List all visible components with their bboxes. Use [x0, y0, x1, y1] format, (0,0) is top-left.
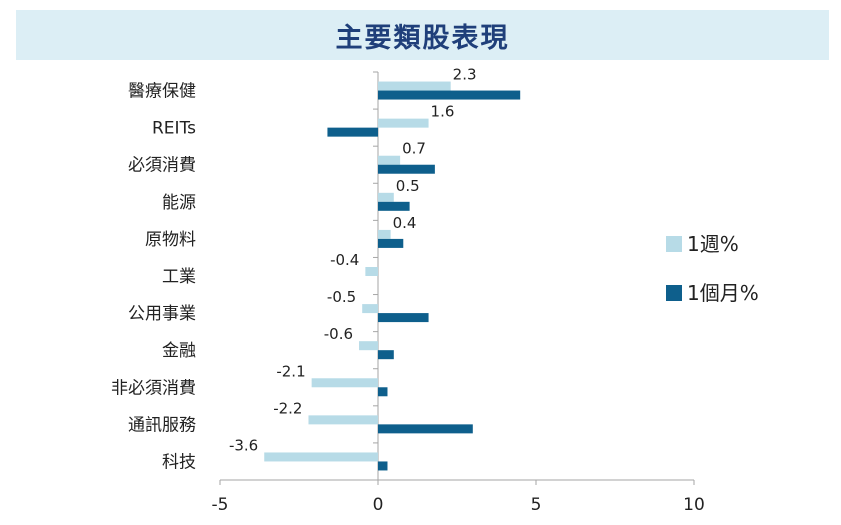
category-label: 必須消費 — [128, 156, 196, 176]
legend-swatch — [666, 236, 682, 252]
bar-1w — [378, 155, 401, 165]
x-tick-label: 0 — [373, 495, 384, 515]
bar-1w — [359, 341, 378, 351]
title-banner: 主要類股表現 — [16, 10, 829, 60]
bar-1m — [378, 424, 473, 434]
bar-1m — [378, 313, 429, 323]
data-label-1w: -0.5 — [327, 288, 356, 306]
bar-1m — [378, 350, 394, 360]
data-label-1w: 0.5 — [396, 177, 420, 195]
category-label: 原物料 — [145, 230, 196, 250]
bar-1w — [378, 118, 429, 128]
data-label-1w: 2.3 — [453, 66, 477, 84]
category-label: 工業 — [162, 267, 196, 287]
bar-1w — [264, 452, 378, 462]
bar-1m — [378, 90, 521, 100]
data-label-1w: 0.4 — [393, 214, 417, 232]
bar-1w — [378, 81, 451, 91]
data-label-1w: -3.6 — [229, 436, 258, 454]
bar-1m — [378, 461, 388, 471]
x-tick-label: 5 — [531, 495, 542, 515]
data-label-1w: -2.2 — [273, 399, 302, 417]
data-label-1w: -0.6 — [324, 325, 353, 343]
category-label: 公用事業 — [128, 304, 196, 324]
category-label: 醫療保健 — [128, 82, 196, 102]
data-label-1w: 1.6 — [431, 103, 455, 121]
bar-1m — [378, 387, 388, 397]
chart-title: 主要類股表現 — [335, 22, 510, 54]
bar-1w — [311, 378, 378, 388]
bar-1w — [308, 415, 378, 425]
x-tick-label: 10 — [683, 495, 705, 515]
bar-1m — [378, 201, 410, 211]
x-tick-label: -5 — [212, 495, 229, 515]
category-label: 非必須消費 — [111, 378, 196, 398]
bar-1w — [378, 192, 394, 202]
bar-1m — [327, 127, 378, 137]
legend-label: 1週% — [687, 232, 739, 256]
bar-1w — [378, 229, 391, 239]
category-label: REITs — [152, 119, 196, 139]
bar-1w — [362, 304, 378, 314]
data-label-1w: -2.1 — [276, 362, 305, 380]
data-label-1w: 0.7 — [402, 140, 426, 158]
category-label: 金融 — [162, 341, 196, 361]
category-label: 通訊服務 — [128, 415, 196, 435]
legend-label: 1個月% — [687, 281, 759, 305]
bar-1m — [378, 238, 404, 248]
category-label: 科技 — [162, 452, 196, 472]
bar-1w — [365, 267, 378, 276]
category-label: 能源 — [162, 193, 196, 213]
legend-swatch — [666, 285, 682, 301]
data-label-1w: -0.4 — [330, 251, 359, 269]
bar-1m — [378, 164, 435, 174]
